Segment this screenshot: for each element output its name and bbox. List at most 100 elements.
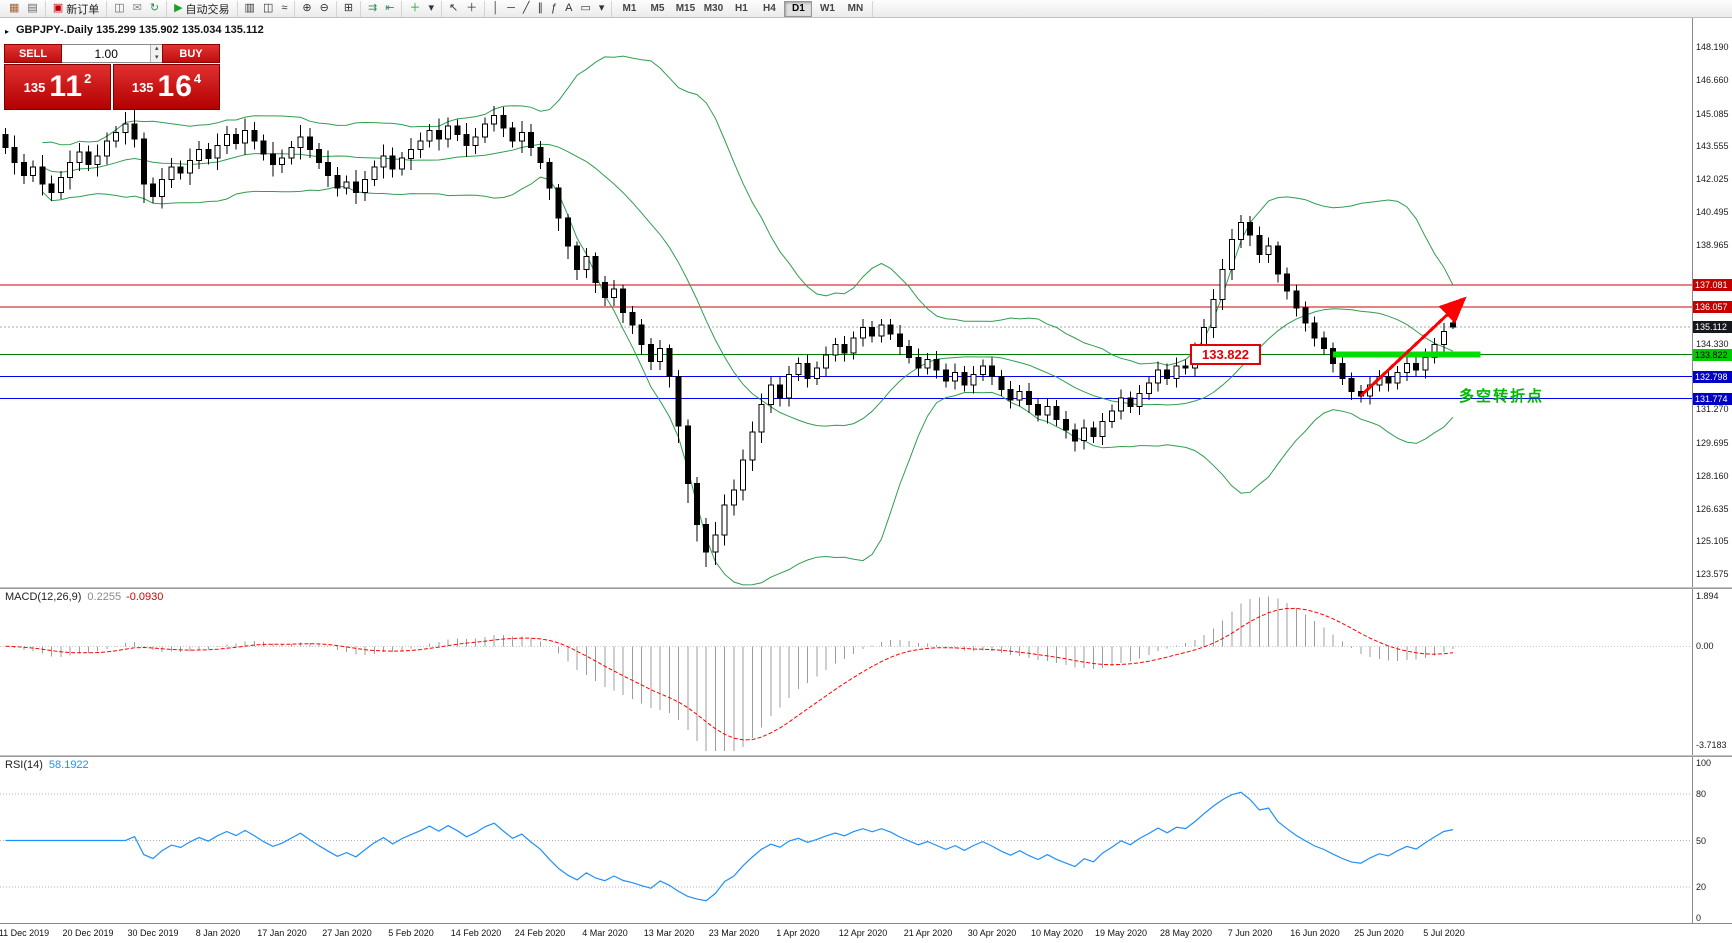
toolbar-group: ⇉ ⇤ <box>361 0 403 17</box>
fibonacci-button[interactable]: ƒ <box>548 1 560 16</box>
mail-button[interactable]: ✉ <box>130 1 145 16</box>
price-axis-label: 148.190 <box>1696 42 1729 52</box>
vertical-line-icon: │ <box>492 2 500 14</box>
tile-windows-icon: ⊞ <box>343 2 354 14</box>
rsi-axis-label: 80 <box>1696 789 1707 799</box>
indicators-button[interactable]: ＋ <box>406 1 423 16</box>
timeframe-M5-button[interactable]: M5 <box>650 2 665 14</box>
price-badge-131.774: 131.774 <box>1693 393 1732 405</box>
one-click-toggle-icon[interactable]: ▸ <box>5 27 10 36</box>
toolbar-group: ⊕ ⊖ <box>295 0 337 17</box>
crosshair-button[interactable]: ＋ <box>463 1 480 16</box>
sell-button[interactable]: SELL <box>4 44 62 63</box>
sell-price-prefix: 135 <box>23 79 46 95</box>
autotrading-icon: ▶ <box>174 2 183 14</box>
toolbar: ▦ ▤ ▣ 新订单 ◫ ✉ ↻ ▶ 自动交易 ▥ ◫ ≈ ⊕ ⊖ ⊞ ⇉ ⇤ ＋ ▾ ↖ ＋ │ ─ ╱ ∥ ƒ A ▭ ▾ M1 M5 M1… <box>0 0 1732 18</box>
date-axis-label: 10 May 2020 <box>1030 928 1084 938</box>
price-scale-column[interactable] <box>1692 18 1732 923</box>
line-chart-button[interactable]: ≈ <box>278 1 290 16</box>
sell-price-button[interactable]: 135 11 2 <box>4 64 111 110</box>
timeframe-H1-button[interactable]: H1 <box>735 2 748 14</box>
toolbar-group: ＋ ▾ <box>402 0 443 17</box>
date-axis-label: 5 Jul 2020 <box>1423 928 1465 938</box>
date-axis-label: 23 Mar 2020 <box>708 928 760 938</box>
text-button[interactable]: A <box>562 1 575 16</box>
date-axis[interactable]: 11 Dec 2019 20 Dec 2019 30 Dec 2019 8 Jan 2… <box>0 923 1732 943</box>
date-axis-label: 13 Mar 2020 <box>643 928 695 938</box>
date-axis-label: 24 Feb 2020 <box>514 928 566 938</box>
mail-icon: ✉ <box>132 2 142 14</box>
timeframe-MN-button[interactable]: MN <box>847 2 864 14</box>
chart-shift-button[interactable]: ⇤ <box>382 1 397 16</box>
shapes-dropdown-icon: ▾ <box>598 2 605 14</box>
price-axis-label: 142.025 <box>1696 174 1729 184</box>
date-axis-label: 25 Jun 2020 <box>1354 928 1404 938</box>
macd-axis-label: 0.00 <box>1696 641 1714 651</box>
macd-value-signal: -0.0930 <box>126 591 164 603</box>
date-axis-label: 21 Apr 2020 <box>903 928 953 938</box>
shapes-dropdown-button[interactable]: ▾ <box>596 1 608 16</box>
toolbar-group: ↖ ＋ <box>442 0 486 17</box>
macd-label: MACD(12,26,9) <box>5 591 82 603</box>
timeframe-M1-button[interactable]: M1 <box>622 2 637 14</box>
rsi-line <box>5 791 1454 902</box>
indicators-dropdown-button[interactable]: ▾ <box>425 1 437 16</box>
pane-separator-macd-rsi[interactable] <box>0 755 1732 757</box>
cursor-button[interactable]: ↖ <box>446 1 461 16</box>
pane-separator-main-macd[interactable] <box>0 587 1732 589</box>
price-badge-136.057: 136.057 <box>1693 301 1732 313</box>
buy-button[interactable]: BUY <box>162 44 220 63</box>
support-zone-segment[interactable] <box>1333 351 1481 358</box>
refresh-button[interactable]: ↻ <box>147 1 162 16</box>
new-order-button[interactable]: ▣ 新订单 <box>50 1 102 16</box>
volume-input[interactable] <box>62 45 151 62</box>
zoom-out-button[interactable]: ⊖ <box>317 1 332 16</box>
price-pane-canvas[interactable] <box>0 18 1692 587</box>
vertical-line-button[interactable]: │ <box>489 1 502 16</box>
buy-price-big: 16 <box>157 70 193 103</box>
autotrading-button[interactable]: ▶ 自动交易 <box>171 1 232 16</box>
bars-chart-button[interactable]: ▥ <box>242 1 258 16</box>
toolbar-group: ▶ 自动交易 <box>167 0 238 17</box>
timeframe-M15-button[interactable]: M15 <box>675 2 696 14</box>
macd-axis-label: -3.7183 <box>1696 740 1727 750</box>
trend-arrow[interactable] <box>1359 296 1467 397</box>
timeframe-M30-button[interactable]: M30 <box>703 2 724 14</box>
volume-down-button[interactable]: ▾ <box>151 53 162 62</box>
rsi-axis-label: 20 <box>1696 882 1707 892</box>
timeframe-W1-button[interactable]: W1 <box>819 2 835 14</box>
price-tag-133822[interactable]: 133.822 <box>1190 344 1261 365</box>
cursor-icon: ↖ <box>449 2 459 14</box>
volume-spinner: ▴ ▾ <box>150 45 162 62</box>
macd-value-main: 0.2255 <box>87 591 122 603</box>
profiles-button[interactable]: ▤ <box>24 1 40 16</box>
channel-button[interactable]: ∥ <box>535 1 547 16</box>
buy-price-button[interactable]: 135 16 4 <box>113 64 220 110</box>
volume-up-button[interactable]: ▴ <box>151 45 162 54</box>
price-axis-label: 143.555 <box>1696 141 1729 151</box>
toolbar-group: ▣ 新订单 <box>46 0 108 17</box>
macd-pane-canvas[interactable] <box>0 589 1692 755</box>
chart-window-button[interactable]: ◫ <box>111 1 127 16</box>
timeframe-D1-button[interactable]: D1 <box>784 0 813 17</box>
horizontal-lines[interactable] <box>0 284 1692 399</box>
zoom-in-button[interactable]: ⊕ <box>299 1 314 16</box>
macd-axis-label: 1.894 <box>1696 591 1719 601</box>
date-axis-label: 14 Feb 2020 <box>450 928 502 938</box>
chart-window-icon: ◫ <box>114 2 125 14</box>
candles-chart-button[interactable]: ◫ <box>260 1 276 16</box>
horizontal-line-button[interactable]: ─ <box>504 1 518 16</box>
rsi-title: RSI(14) 58.1922 <box>5 759 89 771</box>
zoom-out-icon: ⊖ <box>319 2 329 14</box>
line-chart-icon: ≈ <box>281 2 288 14</box>
rsi-axis-label: 100 <box>1696 758 1712 768</box>
date-axis-label: 27 Jan 2020 <box>322 928 372 938</box>
bull-bear-turning-point-note[interactable]: 多空转折点 <box>1459 388 1545 405</box>
tile-windows-button[interactable]: ⊞ <box>341 1 356 16</box>
auto-scroll-button[interactable]: ⇉ <box>365 1 380 16</box>
timeframe-H4-button[interactable]: H4 <box>763 2 776 14</box>
text-label-button[interactable]: ▭ <box>578 1 594 16</box>
rsi-pane-canvas[interactable] <box>0 757 1692 923</box>
trendline-button[interactable]: ╱ <box>520 1 533 16</box>
new-chart-button[interactable]: ▦ <box>6 1 22 16</box>
